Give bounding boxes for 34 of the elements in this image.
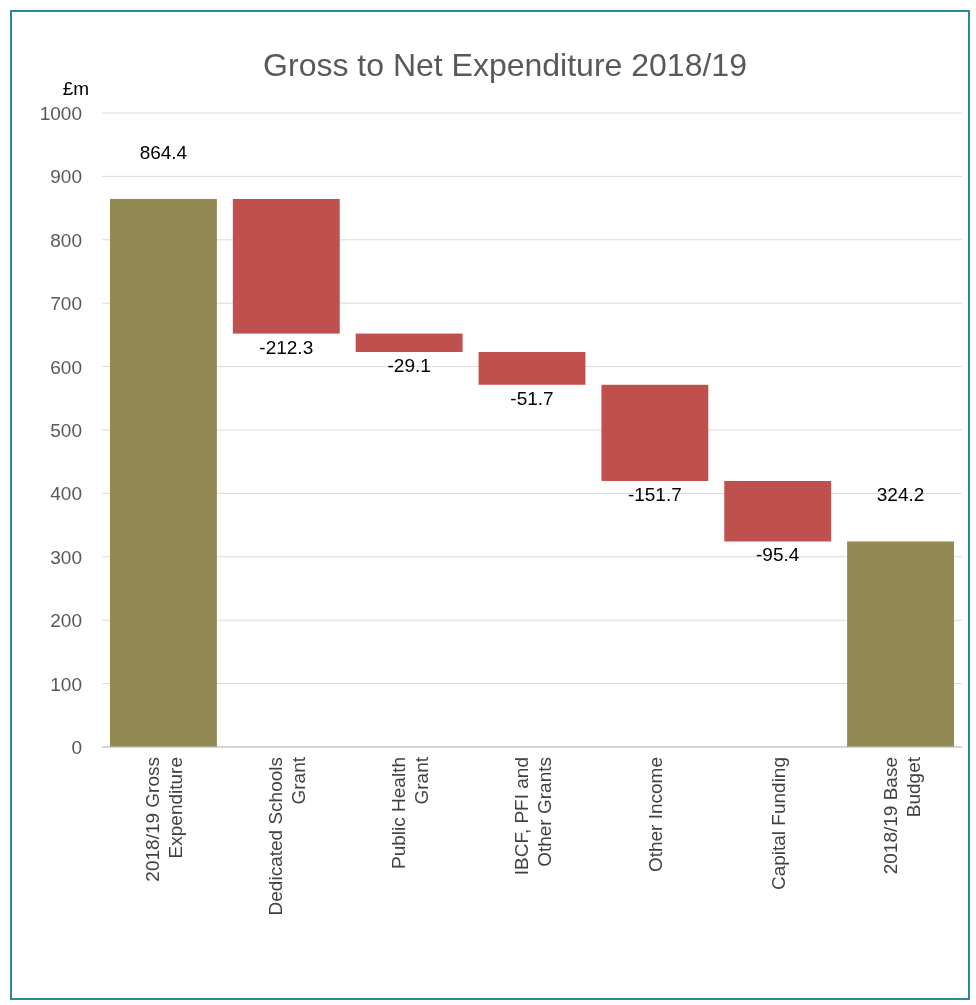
y-tick-label: 0 (71, 737, 82, 758)
y-tick-label: 400 (50, 483, 82, 505)
x-tick-label: 2018/19 Base Budget (879, 756, 924, 875)
bar (847, 541, 955, 747)
bar (355, 333, 463, 353)
y-tick-label: 700 (50, 293, 82, 315)
y-tick-label: 300 (50, 546, 82, 568)
x-tick-label: Public Health Grant (388, 756, 433, 869)
data-label: -29.1 (387, 355, 431, 377)
x-tick-label: 2018/19 Gross Expenditure (142, 757, 187, 882)
data-label: -95.4 (756, 544, 800, 566)
data-label: -212.3 (259, 336, 314, 358)
x-tick-label: Dedicated Schools Grant (265, 756, 310, 916)
bar (478, 352, 586, 385)
x-tick-label: Capital Funding (767, 757, 789, 891)
y-tick-label: 500 (50, 420, 82, 441)
y-axis-title: £m (62, 78, 90, 99)
bar (109, 198, 217, 747)
y-tick-label: 1000 (39, 103, 82, 124)
x-tick-label: IBCF, PFI and Other Grants (511, 757, 555, 876)
data-label: -51.7 (510, 387, 554, 409)
y-tick-label: 900 (50, 166, 82, 188)
data-label: 324.2 (876, 484, 925, 506)
data-label: -151.7 (627, 483, 682, 505)
bar (232, 198, 340, 334)
y-tick-label: 100 (50, 673, 82, 695)
y-tick-label: 600 (50, 356, 82, 378)
data-label: 864.4 (139, 141, 188, 163)
y-tick-label: 200 (50, 610, 82, 632)
bar (601, 384, 709, 481)
chart-title: Gross to Net Expenditure 2018/19 (263, 47, 747, 83)
y-tick-label: 800 (50, 229, 82, 251)
x-tick-label: Other Income (644, 757, 666, 873)
bar (724, 480, 832, 542)
